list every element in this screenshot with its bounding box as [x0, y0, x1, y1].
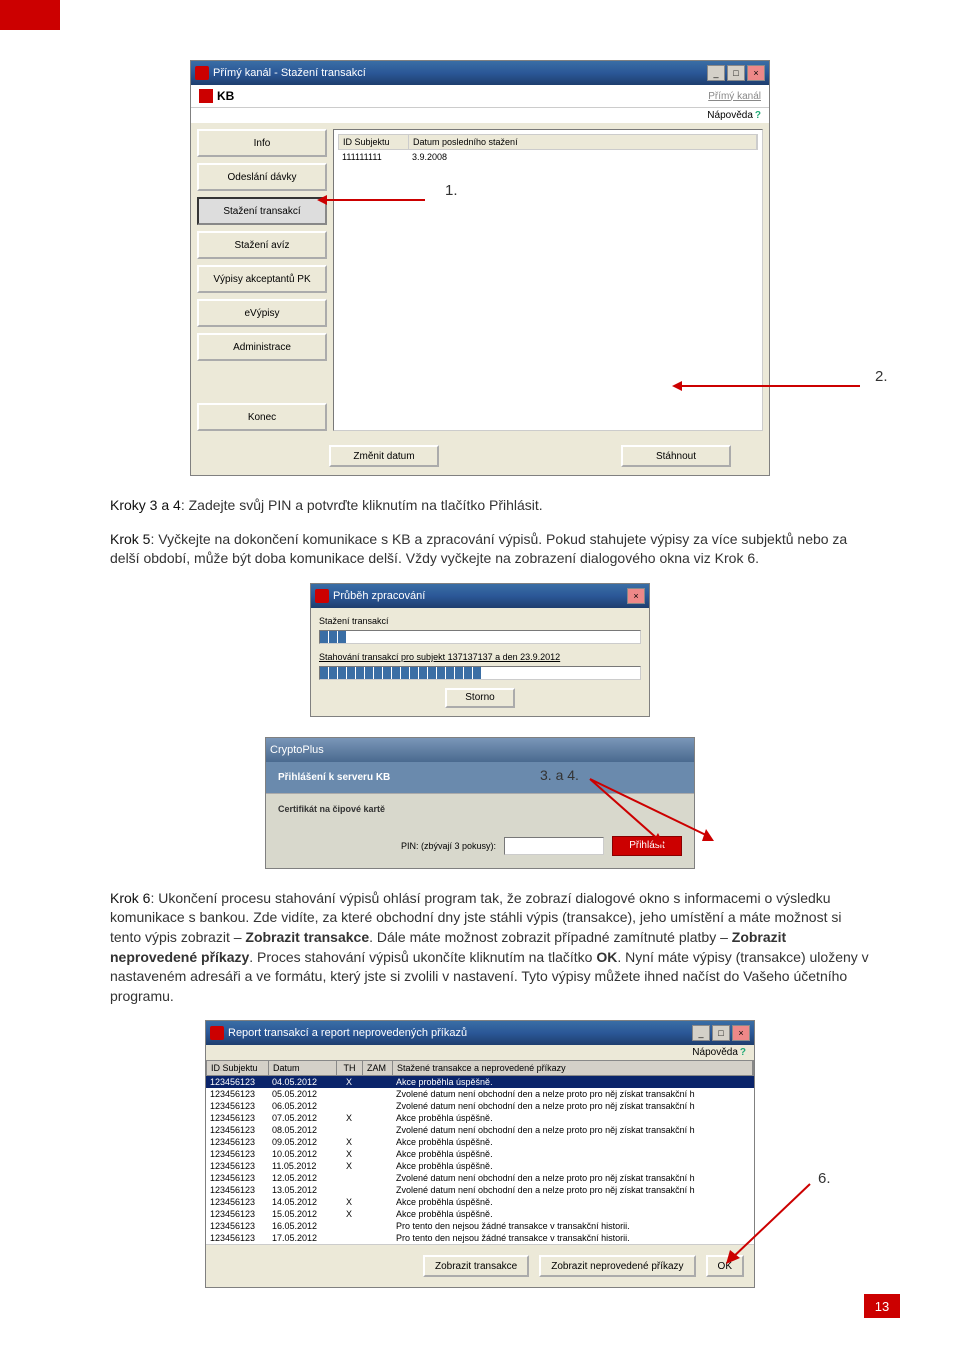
report-row[interactable]: 12345612312.05.2012Zvolené datum není ob… — [206, 1172, 754, 1184]
col-date: Datum posledního stažení — [409, 135, 757, 149]
window-cryptoplus: CryptoPlus Přihlášení k serveru KB Certi… — [265, 737, 695, 869]
body-text-2: Krok 6: Ukončení procesu stahování výpis… — [110, 889, 870, 1007]
window-stazeni-transakci: Přímý kanál - Stažení transakcí _ □ × KB… — [190, 60, 770, 476]
sidebar-evypisy[interactable]: eVýpisy — [197, 299, 327, 327]
col-id: ID Subjektu — [339, 135, 409, 149]
red-corner-tab — [0, 0, 60, 30]
titlebar-crypto[interactable]: CryptoPlus — [266, 738, 694, 762]
report-row[interactable]: 12345612314.05.2012XAkce proběhla úspěšn… — [206, 1196, 754, 1208]
prihlasit-button[interactable]: Přihlásit — [612, 836, 682, 856]
report-row[interactable]: 12345612310.05.2012XAkce proběhla úspěšn… — [206, 1148, 754, 1160]
krok34-label: Kroky 3 a 4 — [110, 497, 181, 513]
app-icon — [195, 66, 209, 80]
report-row[interactable]: 12345612317.05.2012Pro tento den nejsou … — [206, 1232, 754, 1244]
help-link[interactable]: Nápověda? — [692, 1047, 746, 1058]
annotation-34: 3. a 4. — [540, 767, 579, 783]
report-row[interactable]: 12345612304.05.2012XAkce proběhla úspěšn… — [206, 1076, 754, 1088]
crypto-header-row: Přihlášení k serveru KB — [266, 762, 694, 794]
report-rows-container: 12345612304.05.2012XAkce proběhla úspěšn… — [206, 1076, 754, 1244]
sidebar-odeslani[interactable]: Odeslání dávky — [197, 163, 327, 191]
app-icon — [315, 589, 329, 603]
minimize-button[interactable]: _ — [692, 1025, 710, 1041]
cell-date: 3.9.2008 — [408, 150, 451, 164]
help-icon: ? — [755, 110, 761, 121]
help-link[interactable]: Nápověda? — [707, 110, 761, 121]
report-row[interactable]: 12345612311.05.2012XAkce proběhla úspěšn… — [206, 1160, 754, 1172]
table-header: ID Subjektu Datum posledního stažení — [338, 134, 758, 150]
cell-id: 111111111 — [338, 150, 408, 164]
zobrazit-neprovedene-button[interactable]: Zobrazit neprovedené příkazy — [539, 1255, 695, 1277]
titlebar-report[interactable]: Report transakcí a report neprovedených … — [206, 1021, 754, 1045]
zmenit-datum-button[interactable]: Změnit datum — [329, 445, 439, 467]
sidebar-konec[interactable]: Konec — [197, 403, 327, 431]
progress-label-2: Stahování transakcí pro subjekt 13713713… — [319, 652, 641, 662]
pin-label: PIN: (zbývají 3 pokusy): — [401, 841, 496, 851]
titlebar[interactable]: Přímý kanál - Stažení transakcí _ □ × — [191, 61, 769, 85]
storno-button[interactable]: Storno — [445, 688, 515, 708]
kb-logo-icon — [199, 89, 213, 103]
zobrazit-transakce-button[interactable]: Zobrazit transakce — [423, 1255, 529, 1277]
report-row[interactable]: 12345612306.05.2012Zvolené datum není ob… — [206, 1100, 754, 1112]
window-title: Report transakcí a report neprovedených … — [228, 1027, 467, 1039]
report-row[interactable]: 12345612315.05.2012XAkce proběhla úspěšn… — [206, 1208, 754, 1220]
report-row[interactable]: 12345612307.05.2012XAkce proběhla úspěšn… — [206, 1112, 754, 1124]
ok-button[interactable]: OK — [706, 1255, 744, 1277]
annotation-1: 1. — [445, 182, 458, 199]
minimize-button[interactable]: _ — [707, 65, 725, 81]
app-icon — [210, 1026, 224, 1040]
report-row[interactable]: 12345612313.05.2012Zvolené datum není ob… — [206, 1184, 754, 1196]
close-button[interactable]: × — [627, 588, 645, 604]
main-data-area: ID Subjektu Datum posledního stažení 111… — [333, 129, 763, 431]
report-header: ID Subjektu Datum TH ZAM Stažené transak… — [206, 1060, 754, 1076]
krok6-label: Krok 6 — [110, 890, 150, 906]
brand-right: Přímý kanál — [708, 91, 761, 102]
krok5-label: Krok 5 — [110, 531, 150, 547]
annotation-6: 6. — [818, 1170, 831, 1187]
window-title: CryptoPlus — [270, 744, 324, 756]
sidebar-stazeni-transakci[interactable]: Stažení transakcí — [197, 197, 327, 225]
maximize-button[interactable]: □ — [727, 65, 745, 81]
body-text-1: Kroky 3 a 4: Zadejte svůj PIN a potvrďte… — [110, 496, 870, 569]
sidebar-vypisy-akceptantu[interactable]: Výpisy akceptantů PK — [197, 265, 327, 293]
window-prubeh: Průběh zpracování × Stažení transakcí St… — [310, 583, 650, 717]
window-report: Report transakcí a report neprovedených … — [205, 1020, 755, 1288]
progress-bar-2 — [319, 666, 641, 680]
progress-label-1: Stažení transakcí — [319, 616, 641, 626]
page-number: 13 — [864, 1294, 900, 1318]
close-button[interactable]: × — [732, 1025, 750, 1041]
sidebar-stazeni-aviz[interactable]: Stažení avíz — [197, 231, 327, 259]
brand-bar: KB Přímý kanál — [191, 85, 769, 108]
close-button[interactable]: × — [747, 65, 765, 81]
progress-bar-1 — [319, 630, 641, 644]
brand-text: KB — [217, 89, 234, 103]
pin-input[interactable] — [504, 837, 604, 855]
report-row[interactable]: 12345612308.05.2012Zvolené datum není ob… — [206, 1124, 754, 1136]
window-title: Průběh zpracování — [333, 590, 425, 602]
annotation-2: 2. — [875, 368, 888, 385]
crypto-cert-row: Certifikát na čipové kartě — [266, 794, 694, 824]
window-title: Přímý kanál - Stažení transakcí — [213, 67, 366, 79]
report-row[interactable]: 12345612305.05.2012Zvolené datum není ob… — [206, 1088, 754, 1100]
help-icon: ? — [740, 1047, 746, 1058]
titlebar-prubeh[interactable]: Průběh zpracování × — [311, 584, 649, 608]
table-row[interactable]: 111111111 3.9.2008 — [338, 150, 758, 164]
report-row[interactable]: 12345612309.05.2012XAkce proběhla úspěšn… — [206, 1136, 754, 1148]
sidebar-administrace[interactable]: Administrace — [197, 333, 327, 361]
sidebar: Info Odeslání dávky Stažení transakcí St… — [197, 129, 327, 431]
report-row[interactable]: 12345612316.05.2012Pro tento den nejsou … — [206, 1220, 754, 1232]
maximize-button[interactable]: □ — [712, 1025, 730, 1041]
sidebar-info[interactable]: Info — [197, 129, 327, 157]
stahnout-button[interactable]: Stáhnout — [621, 445, 731, 467]
